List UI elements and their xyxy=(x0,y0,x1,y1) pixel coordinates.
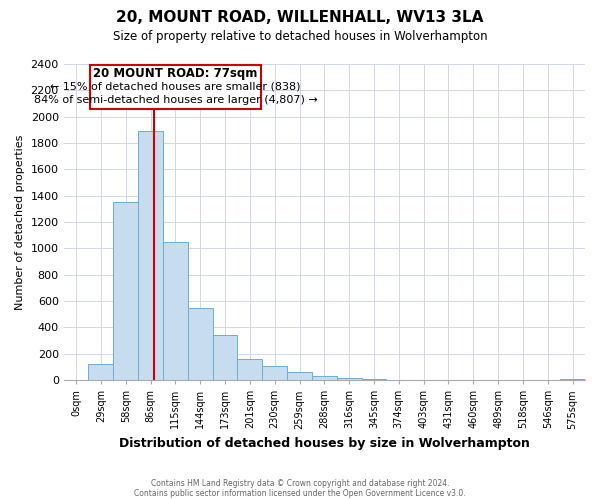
Text: 20 MOUNT ROAD: 77sqm: 20 MOUNT ROAD: 77sqm xyxy=(93,67,257,80)
Y-axis label: Number of detached properties: Number of detached properties xyxy=(15,134,25,310)
Text: Size of property relative to detached houses in Wolverhampton: Size of property relative to detached ho… xyxy=(113,30,487,43)
Text: 84% of semi-detached houses are larger (4,807) →: 84% of semi-detached houses are larger (… xyxy=(34,94,317,104)
Bar xyxy=(212,336,238,380)
Bar xyxy=(337,378,362,380)
Bar xyxy=(138,131,163,380)
Text: 20, MOUNT ROAD, WILLENHALL, WV13 3LA: 20, MOUNT ROAD, WILLENHALL, WV13 3LA xyxy=(116,10,484,25)
Bar xyxy=(188,308,212,380)
Bar xyxy=(312,376,337,380)
Bar xyxy=(163,242,188,380)
Text: Contains HM Land Registry data © Crown copyright and database right 2024.: Contains HM Land Registry data © Crown c… xyxy=(151,478,449,488)
Text: ← 15% of detached houses are smaller (838): ← 15% of detached houses are smaller (83… xyxy=(50,82,301,92)
FancyBboxPatch shape xyxy=(90,66,261,110)
Text: Contains public sector information licensed under the Open Government Licence v3: Contains public sector information licen… xyxy=(134,488,466,498)
Bar xyxy=(262,366,287,380)
X-axis label: Distribution of detached houses by size in Wolverhampton: Distribution of detached houses by size … xyxy=(119,437,530,450)
Bar xyxy=(287,372,312,380)
Bar xyxy=(238,359,262,380)
Bar xyxy=(113,202,138,380)
Bar xyxy=(88,364,113,380)
